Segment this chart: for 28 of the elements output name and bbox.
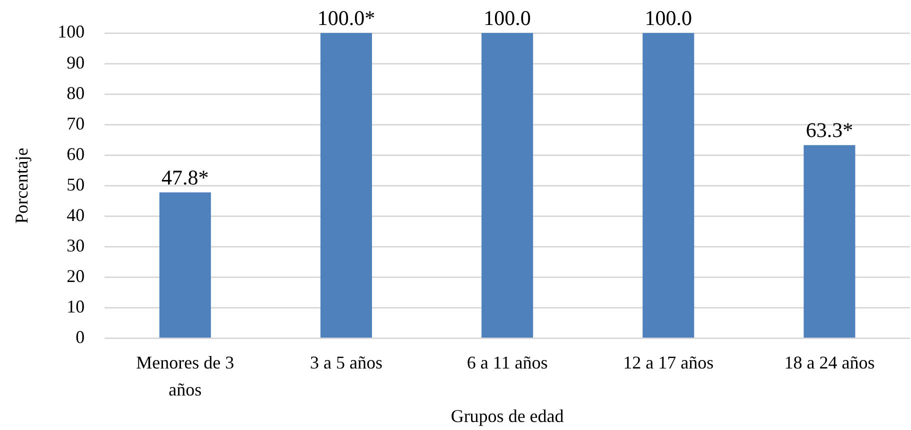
data-label: 100.0 [644,6,692,30]
y-tick-label: 80 [66,82,85,103]
bar [804,145,856,338]
y-tick-label: 70 [66,113,85,134]
data-label: 100.0 [484,6,531,30]
data-label: 63.3* [806,118,854,142]
y-tick-label: 0 [76,327,85,348]
x-tick-label: 12 a 17 años [623,352,714,373]
y-tick-label: 90 [66,52,85,72]
x-tick-label: 3 a 5 años [310,352,382,373]
x-tick-label: Menores de 3 años [136,352,234,400]
x-tick-label: 18 a 24 años [784,352,875,373]
y-tick-label: 100 [58,22,85,42]
y-axis-title: Porcentaje [12,148,32,224]
bar [642,33,694,338]
bar [482,33,534,338]
y-tick-label: 50 [66,174,85,194]
bar [159,192,211,338]
y-tick-label: 20 [66,266,85,286]
y-tick-label: 60 [66,144,85,164]
y-tick-label: 30 [66,236,85,256]
x-tick-label: 6 a 11 años [466,352,548,373]
y-tick-label: 40 [66,204,85,225]
data-label: 100.0* [317,6,376,30]
bar [320,33,372,338]
x-axis-title: Grupos de edad [450,406,564,426]
y-tick-label: 10 [66,296,85,317]
data-label: 47.8* [162,165,209,190]
